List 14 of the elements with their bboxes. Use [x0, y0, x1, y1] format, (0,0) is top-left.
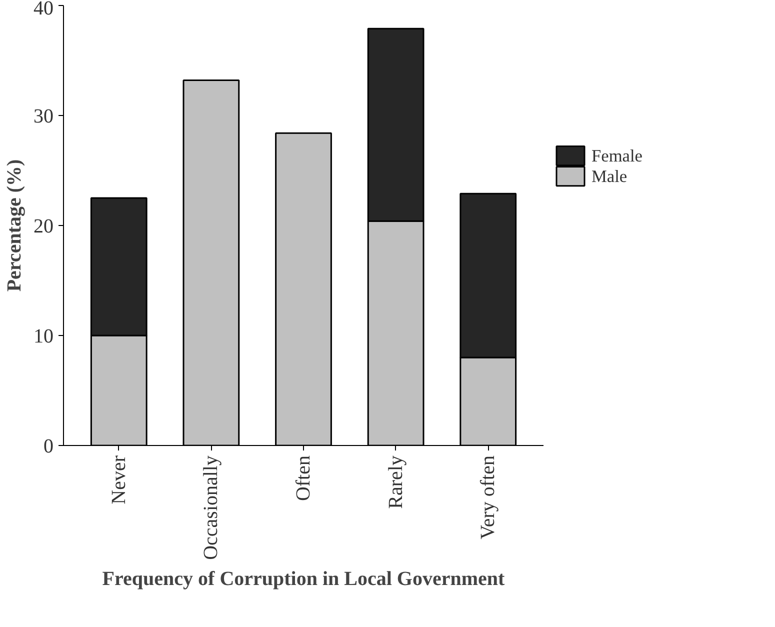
x-tick-label: Often [292, 455, 314, 502]
y-tick-label: 10 [34, 326, 54, 348]
y-tick-label: 30 [34, 106, 54, 128]
x-tick-label: Never [108, 455, 130, 504]
legend-label: Male [592, 166, 628, 186]
y-axis-title: Percentage (%) [4, 159, 26, 292]
y-tick-label: 0 [44, 436, 54, 458]
y-tick-label: 20 [34, 216, 54, 238]
x-tick-label: Very often [477, 456, 500, 540]
x-axis-title: Frequency of Corruption in Local Government [102, 568, 506, 590]
y-tick-label: 40 [34, 0, 54, 20]
x-tick-label: Rarely [384, 456, 407, 509]
x-tick-label: Occasionally [200, 456, 222, 560]
legend-label: Female [592, 146, 643, 166]
